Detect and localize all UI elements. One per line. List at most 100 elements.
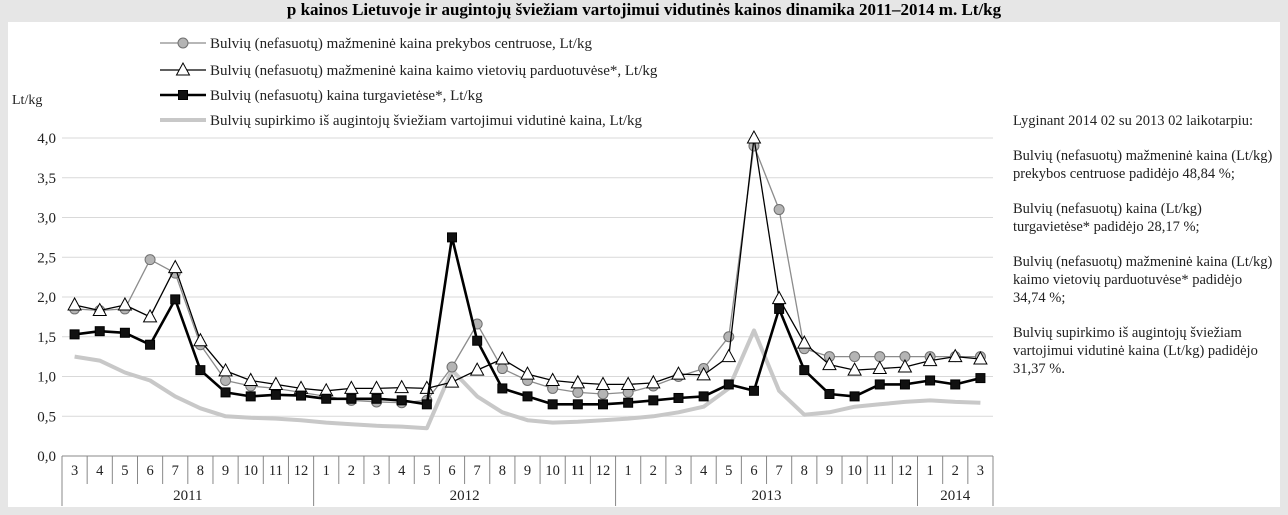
y-axis-label: Lt/kg	[12, 93, 42, 108]
x-tick-label: 5	[725, 463, 732, 479]
data-point-square	[623, 397, 634, 408]
x-tick-label: 6	[448, 463, 455, 479]
data-point-square	[824, 388, 835, 399]
data-point-square	[874, 379, 885, 390]
x-tick-label: 8	[197, 463, 204, 479]
data-point-triangle	[344, 380, 359, 394]
data-point-square	[145, 339, 156, 350]
data-point-circle	[144, 254, 156, 266]
data-point-square	[371, 393, 382, 404]
data-point-triangle	[822, 356, 837, 371]
data-point-square	[799, 365, 810, 376]
data-point-triangle	[847, 362, 862, 376]
year-label: 2011	[173, 488, 202, 504]
data-point-circle	[874, 351, 886, 363]
data-point-triangle	[973, 350, 988, 365]
x-tick-label: 9	[222, 463, 229, 479]
data-point-triangle	[696, 366, 711, 381]
x-tick-label: 11	[571, 463, 585, 479]
x-tick-label: 6	[146, 463, 153, 479]
legend-label: Bulvių (nefasuotų) kaina turgavietėse*, …	[210, 88, 483, 104]
data-point-triangle	[545, 372, 561, 386]
y-tick-label: 1,0	[37, 370, 56, 386]
series-line	[74, 145, 981, 404]
side-notes: Lyginant 2014 02 su 2013 02 laikotarpiu:…	[1013, 112, 1278, 395]
data-point-circle	[773, 204, 785, 216]
y-tick-label: 2,5	[37, 250, 56, 266]
data-point-square	[245, 391, 256, 402]
data-point-triangle	[92, 302, 108, 317]
data-point-circle	[723, 331, 735, 343]
year-label: 2012	[450, 488, 480, 504]
data-point-circle	[572, 386, 584, 398]
y-tick-label: 2,0	[37, 290, 56, 306]
data-point-triangle	[268, 376, 284, 390]
y-tick-label: 0,0	[37, 449, 56, 465]
legend-item-4: Bulvių supirkimo iš augintojų šviežiam v…	[160, 113, 643, 129]
data-point-square	[178, 90, 188, 100]
side-note-2: Bulvių (nefasuotų) kaina (Lt/kg) turgavi…	[1013, 201, 1202, 235]
data-point-square	[673, 392, 684, 403]
data-point-circle	[446, 361, 458, 373]
data-point-square	[975, 373, 986, 384]
data-point-square	[723, 379, 734, 390]
data-point-circle	[220, 374, 232, 386]
data-point-square	[698, 391, 709, 402]
y-tick-label: 4,0	[37, 131, 56, 147]
side-note-intro: Lyginant 2014 02 su 2013 02 laikotarpiu:	[1013, 113, 1254, 129]
x-tick-label: 2	[650, 463, 657, 479]
x-tick-label: 10	[545, 463, 560, 479]
data-point-square	[748, 385, 759, 396]
side-note-1: Bulvių (nefasuotų) mažmeninė kaina (Lt/k…	[1013, 148, 1273, 182]
data-point-triangle	[218, 362, 233, 377]
x-tick-label: 3	[675, 463, 682, 479]
legend-item-1: Bulvių (nefasuotų) mažmeninė kaina preky…	[160, 36, 592, 52]
x-tick-label: 7	[474, 463, 481, 479]
data-point-triangle	[922, 352, 938, 367]
year-label: 2013	[752, 488, 782, 504]
data-point-square	[321, 393, 332, 404]
data-point-square	[899, 379, 910, 390]
data-point-square	[346, 393, 357, 404]
data-point-triangle	[243, 372, 259, 386]
series-line	[74, 137, 981, 392]
y-tick-label: 0,5	[37, 409, 56, 425]
data-point-triangle	[520, 366, 535, 380]
x-tick-label: 8	[499, 463, 506, 479]
x-tick-label: 11	[269, 463, 283, 479]
data-point-circle	[496, 363, 508, 375]
x-tick-label: 4	[96, 463, 104, 479]
x-tick-label: 6	[750, 463, 757, 479]
data-point-circle	[597, 388, 609, 400]
x-tick-label: 12	[294, 463, 309, 479]
y-tick-label: 3,0	[37, 211, 56, 227]
data-point-triangle	[142, 308, 158, 323]
side-note-3: Bulvių (nefasuotų) mažmeninė kaina (Lt/k…	[1013, 254, 1273, 306]
data-point-triangle	[394, 379, 410, 394]
data-point-square	[774, 303, 785, 314]
data-point-circle	[849, 351, 861, 363]
data-point-triangle	[947, 348, 963, 363]
x-tick-label: 11	[873, 463, 887, 479]
data-point-triangle	[444, 374, 460, 388]
x-tick-label: 7	[172, 463, 179, 479]
data-point-square	[547, 399, 558, 410]
x-tick-label: 9	[524, 463, 531, 479]
data-point-triangle	[872, 360, 888, 375]
x-tick-label: 5	[423, 463, 430, 479]
x-tick-label: 4	[700, 463, 708, 479]
data-point-circle	[177, 37, 189, 49]
y-tick-label: 3,5	[37, 171, 56, 187]
x-tick-label: 2	[952, 463, 959, 479]
series-3	[69, 232, 986, 410]
data-point-square	[195, 365, 206, 376]
x-tick-label: 2	[348, 463, 355, 479]
x-tick-label: 12	[898, 463, 913, 479]
data-point-square	[170, 294, 181, 305]
chart-title: p kainos Lietuvoje ir augintojų šviežiam…	[286, 0, 1002, 19]
x-tick-label: 3	[373, 463, 380, 479]
data-point-square	[119, 327, 130, 338]
series-4	[74, 328, 981, 431]
data-point-triangle	[193, 332, 208, 347]
legend-label: Bulvių (nefasuotų) mažmeninė kaina kaimo…	[210, 63, 658, 79]
